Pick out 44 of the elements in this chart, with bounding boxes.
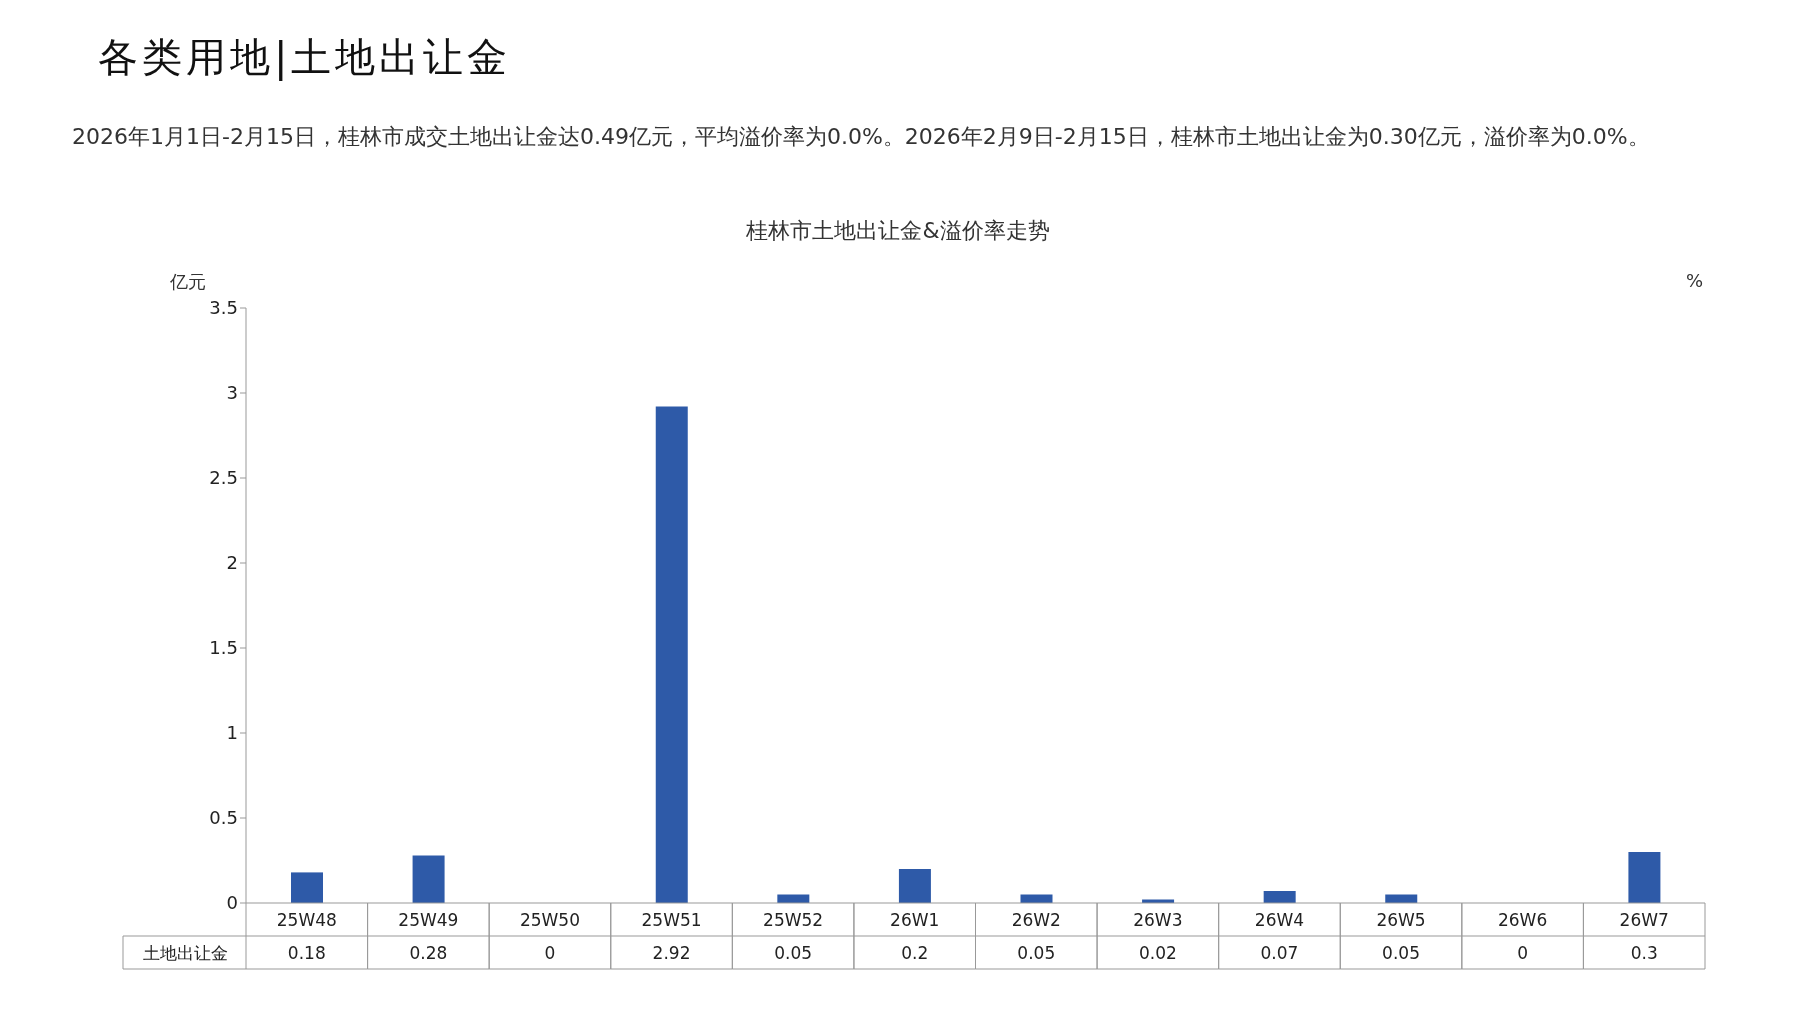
x-tick-label: 25W50 xyxy=(519,909,580,930)
text: 土地出让金 xyxy=(142,942,228,963)
y-tick-label: 3 xyxy=(226,382,238,404)
x-tick-label: 25W52 xyxy=(763,909,824,930)
x-tick-label: 26W3 xyxy=(1133,909,1183,930)
data-label: 0.02 xyxy=(1138,942,1177,963)
data-label: 0.05 xyxy=(1017,942,1056,963)
x-tick-label: 25W51 xyxy=(641,909,702,930)
y-tick-label: 1.5 xyxy=(209,637,238,659)
data-label: 0 xyxy=(1517,942,1529,963)
bar xyxy=(898,869,931,903)
x-tick-label: 26W4 xyxy=(1254,909,1305,930)
y2-axis-title: % xyxy=(1686,270,1704,291)
x-tick-label: 26W2 xyxy=(1011,909,1061,930)
data-label: 0.2 xyxy=(901,942,929,963)
data-label: 2.92 xyxy=(652,942,691,963)
x-tick-label: 25W48 xyxy=(276,909,337,930)
bar xyxy=(412,855,445,903)
y-tick-label: 1 xyxy=(226,722,238,744)
data-label: 0.07 xyxy=(1260,942,1299,963)
x-tick-label: 26W1 xyxy=(890,909,940,930)
y-tick-label: 0 xyxy=(226,892,238,914)
chart-subtitle: 2026年1月1日-2月15日，桂林市成交土地出让金达0.49亿元，平均溢价率为0.0%。2026年2月9日-2月15日，桂林市土地出让金为0.30亿元，溢价率为0.0%。 xyxy=(72,123,1651,151)
x-tick-label: 25W49 xyxy=(398,909,459,930)
data-label: 0.05 xyxy=(774,942,813,963)
data-label: 0.28 xyxy=(409,942,448,963)
x-tick-label: 26W7 xyxy=(1619,909,1669,930)
x-tick-label: 26W5 xyxy=(1376,909,1426,930)
data-label: 0.05 xyxy=(1382,942,1420,963)
data-label: 0.3 xyxy=(1630,942,1658,963)
bar xyxy=(1263,891,1296,903)
data-label: 0 xyxy=(544,942,556,963)
x-tick-label: 26W6 xyxy=(1497,909,1548,930)
text: 各类用地|土地出让金 xyxy=(98,33,512,83)
y-tick-label: 0.5 xyxy=(209,807,238,829)
bar xyxy=(1628,852,1661,903)
y-tick-label: 2 xyxy=(226,552,238,574)
y-tick-label: 2.5 xyxy=(209,467,238,489)
data-label: 0.18 xyxy=(287,942,326,963)
y-tick-label: 3.5 xyxy=(209,297,238,319)
y-axis-title: 亿元 xyxy=(170,270,206,294)
bar xyxy=(291,872,323,903)
bar xyxy=(655,406,688,903)
chart-title: 桂林市土地出让金&溢价率走势 xyxy=(745,217,1051,245)
